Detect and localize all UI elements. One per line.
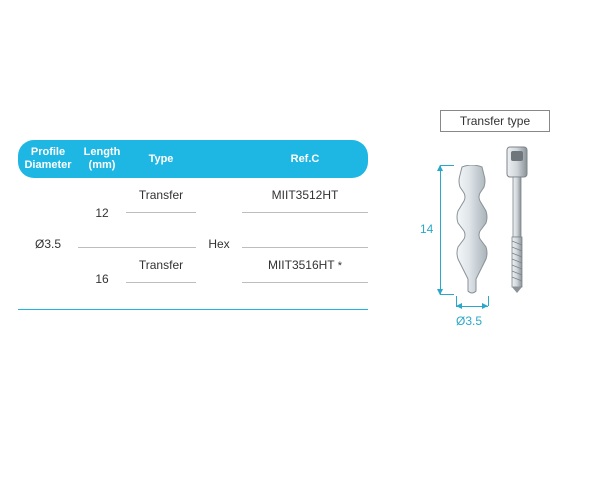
cell-hex: Hex (196, 178, 242, 310)
cell-ref-1b (242, 283, 368, 310)
cell-type-1: Transfer (126, 248, 196, 283)
col-type-label: Type (149, 153, 174, 165)
dim-diameter-label: Ø3.5 (456, 314, 482, 328)
dim-vtick-bot (440, 294, 454, 295)
dim-htick-l (456, 296, 457, 306)
dim-horizontal-line (456, 306, 488, 307)
dim-height-value: 14 (420, 222, 433, 236)
header-row: ProfileDiameter Length(mm) Type Ref.C (18, 140, 368, 178)
col-diameter: ProfileDiameter (18, 140, 78, 178)
length-value-0: 12 (95, 206, 108, 220)
col-type: Type (126, 140, 196, 178)
col-ref-label: Ref.C (291, 153, 320, 165)
type-value-0: Transfer (139, 188, 183, 202)
col-hex (196, 140, 242, 178)
transfer-body-icon (450, 165, 494, 295)
cell-type-0b (126, 213, 196, 248)
col-ref: Ref.C (242, 140, 368, 178)
ref-value-1: MIIT3516HT (268, 258, 334, 272)
cell-length-0: 12 (78, 178, 126, 248)
cell-type-0: Transfer (126, 178, 196, 213)
dim-vtick-top (440, 165, 454, 166)
diagram-label-box: Transfer type (440, 110, 550, 132)
cell-diameter: Ø3.5 (18, 178, 78, 310)
spec-table-container: ProfileDiameter Length(mm) Type Ref.C Ø3… (18, 140, 368, 310)
cell-type-1b (126, 283, 196, 310)
length-value-1: 16 (95, 272, 108, 286)
diagram-area: Transfer type (400, 110, 580, 350)
cell-ref-0: MIIT3512HT (242, 178, 368, 213)
dim-htick-r (488, 296, 489, 306)
cell-ref-0b (242, 213, 368, 248)
diameter-value: Ø3.5 (35, 237, 61, 251)
star-mark: * (338, 260, 342, 272)
type-value-1: Transfer (139, 258, 183, 272)
dim-height-label: 14 (420, 222, 433, 236)
hex-value: Hex (208, 237, 229, 251)
dim-vertical-line (440, 165, 441, 295)
ref-value-0: MIIT3512HT (272, 188, 339, 202)
cell-ref-1: MIIT3516HT * (242, 248, 368, 283)
dim-diameter-value: Ø3.5 (456, 314, 482, 328)
spec-table: ProfileDiameter Length(mm) Type Ref.C Ø3… (18, 140, 368, 310)
col-length: Length(mm) (78, 140, 126, 178)
screw-icon (502, 145, 532, 295)
cell-length-1: 16 (78, 248, 126, 310)
col-diameter-label: ProfileDiameter (24, 146, 71, 171)
table-row: Ø3.5 12 Transfer Hex MIIT3512HT (18, 178, 368, 213)
diagram-label: Transfer type (460, 114, 530, 128)
col-length-label: Length(mm) (84, 146, 121, 171)
